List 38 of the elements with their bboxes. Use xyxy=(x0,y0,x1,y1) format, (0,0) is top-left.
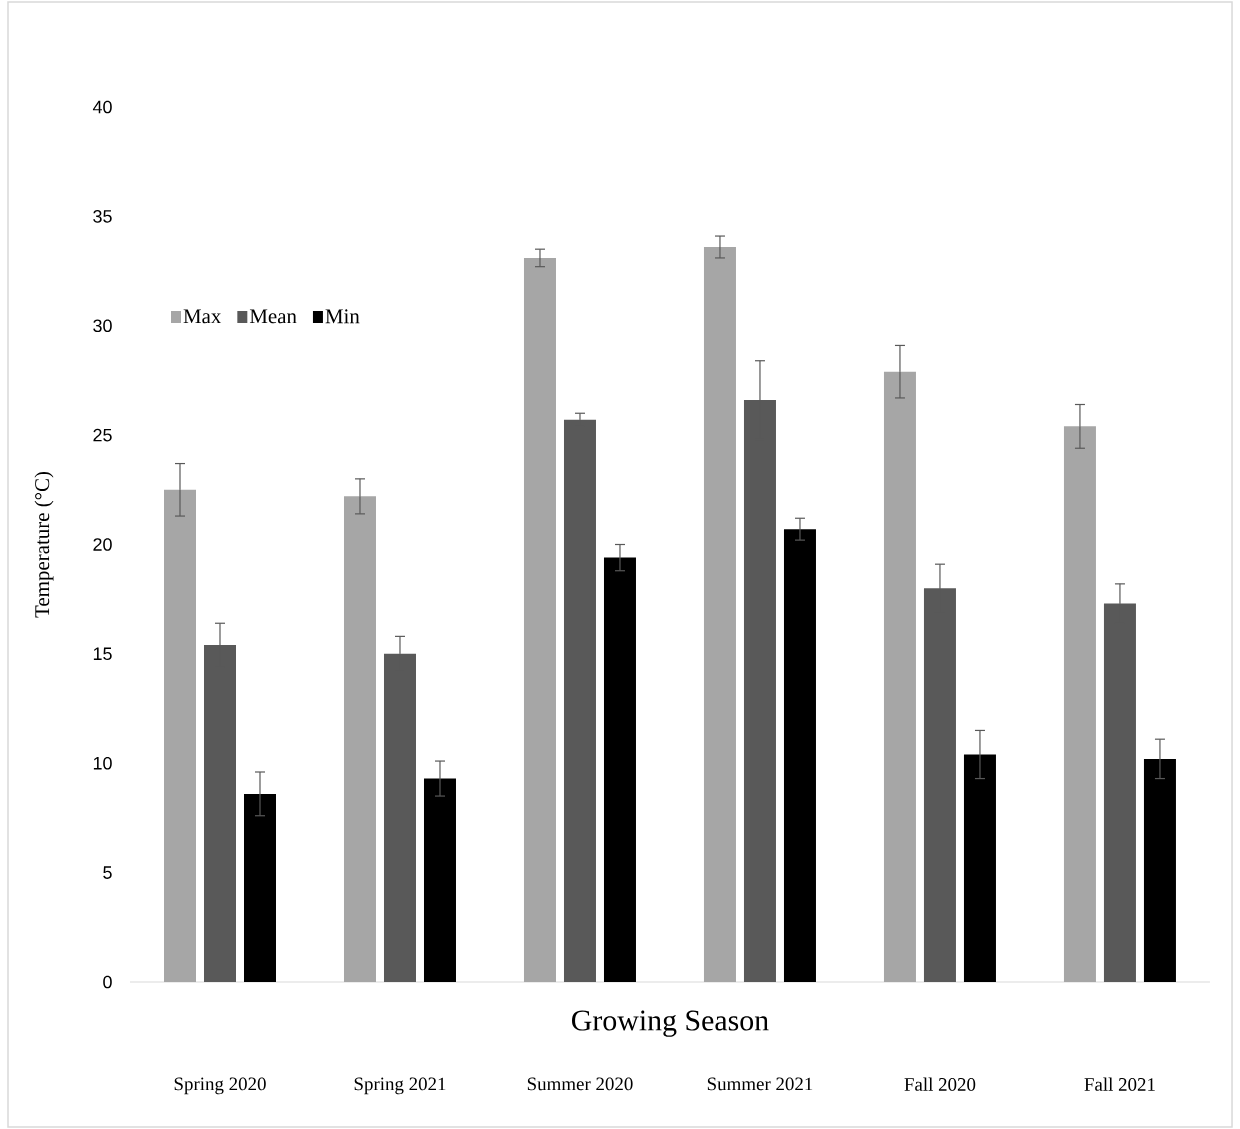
legend-label: Mean xyxy=(249,309,297,324)
bar xyxy=(1143,758,1176,982)
y-tick-label: 40 xyxy=(92,100,112,114)
y-tick-label: 10 xyxy=(93,756,112,770)
bar xyxy=(743,400,776,982)
y-tick-label: 15 xyxy=(93,647,112,661)
bar xyxy=(603,557,636,982)
x-axis-title: Growing Season xyxy=(571,1010,769,1037)
x-tick-label: Spring 2021 xyxy=(354,1077,446,1095)
y-tick-label: 25 xyxy=(93,428,112,442)
bar xyxy=(383,653,416,982)
bar xyxy=(703,246,736,982)
bar xyxy=(204,645,236,982)
bar xyxy=(164,489,196,982)
y-tick-label: 35 xyxy=(93,210,112,223)
x-tick-label: Summer 2021 xyxy=(707,1077,813,1091)
bar xyxy=(963,754,996,982)
y-axis-title: Temperature (°C) xyxy=(34,471,54,618)
legend-label: Max xyxy=(183,309,222,324)
x-tick-label: Fall 2020 xyxy=(904,1077,976,1091)
bar xyxy=(1063,426,1096,982)
bar xyxy=(244,793,276,982)
x-tick-label: Summer 2020 xyxy=(527,1077,633,1091)
bar xyxy=(783,529,816,982)
bar xyxy=(563,419,596,982)
bar xyxy=(1103,603,1136,982)
legend-label: Min xyxy=(325,309,360,324)
y-tick-label: 0 xyxy=(103,975,112,989)
y-tick-label: 30 xyxy=(93,319,112,333)
y-tick-label: 20 xyxy=(93,538,112,551)
bar xyxy=(343,496,376,982)
bar xyxy=(423,778,456,982)
bar xyxy=(923,588,956,982)
x-tick-label: Spring 2020 xyxy=(174,1077,266,1095)
y-tick-label: 5 xyxy=(103,866,112,879)
x-tick-label: Fall 2021 xyxy=(1084,1077,1155,1091)
bar xyxy=(523,257,556,982)
bar xyxy=(883,371,916,982)
